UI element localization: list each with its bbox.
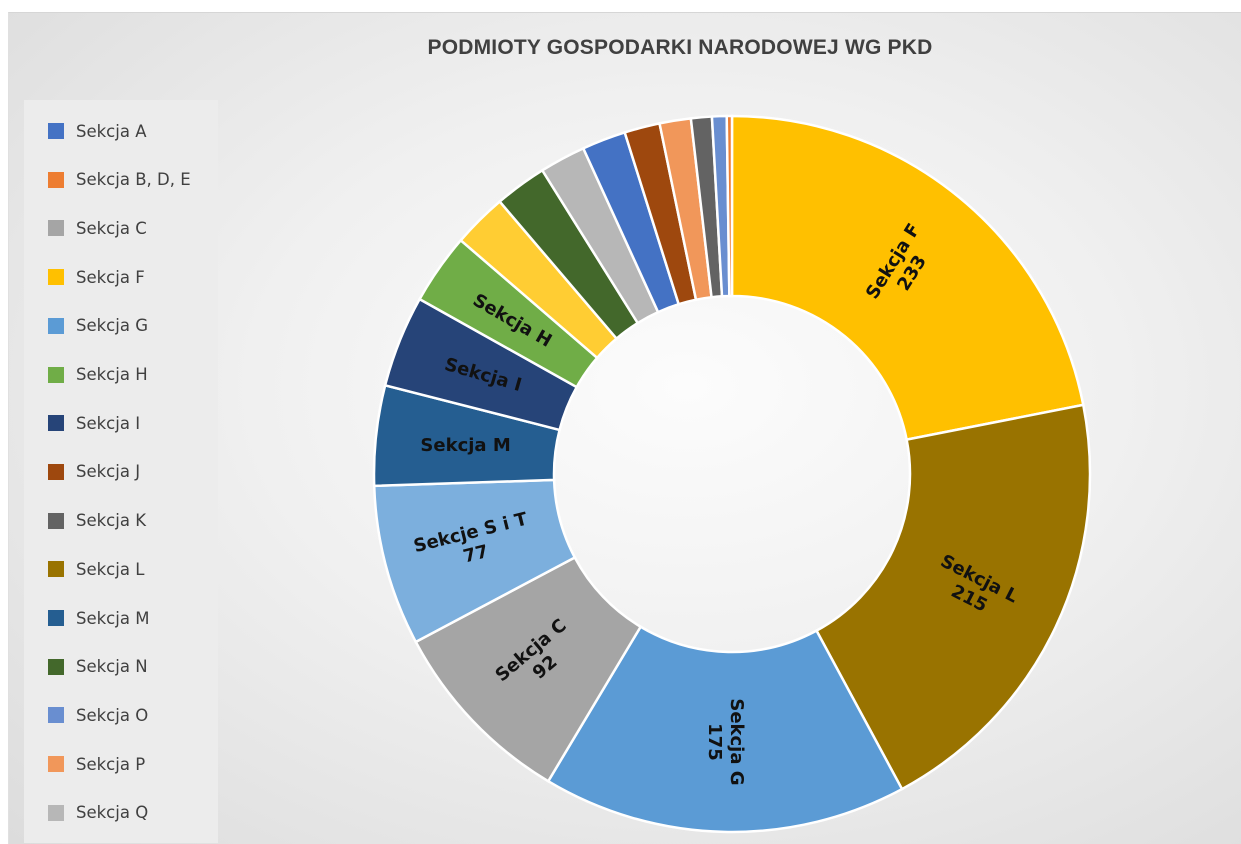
legend-swatch xyxy=(48,756,64,773)
legend-swatch xyxy=(48,123,64,139)
slice xyxy=(814,403,1092,791)
slice-label: Sekcja M xyxy=(420,435,510,456)
legend-item: Sekcja A xyxy=(48,119,146,143)
legend-item: Sekcja G xyxy=(48,314,148,338)
slice xyxy=(725,114,734,298)
slice-label-line: Sekcja G xyxy=(726,698,747,785)
slice-label-line: Sekcja M xyxy=(420,435,510,456)
slice-label-line: 175 xyxy=(704,723,725,761)
legend-swatch xyxy=(48,269,64,286)
legend-label: Sekcja N xyxy=(76,657,148,677)
legend-label: Sekcja A xyxy=(76,121,147,141)
chart-title: PODMIOTY GOSPODARKI NARODOWEJ WG PKD xyxy=(427,36,933,59)
legend-swatch xyxy=(48,463,64,480)
legend-swatch xyxy=(48,707,64,724)
legend-swatch xyxy=(48,658,64,675)
legend-swatch xyxy=(48,512,64,529)
legend-item: Sekcja K xyxy=(48,509,146,533)
legend-swatch xyxy=(48,610,64,626)
legend-label: Sekcja O xyxy=(76,705,149,725)
legend-label: Sekcja K xyxy=(76,511,147,531)
legend-label: Sekcja C xyxy=(76,218,147,238)
legend-item: Sekcja H xyxy=(48,363,148,387)
legend-item: Sekcja J xyxy=(48,460,140,484)
legend-label: Sekcja M xyxy=(76,608,150,628)
legend-item: Sekcja F xyxy=(48,265,145,289)
legend-swatch xyxy=(48,804,64,821)
legend-item: Sekcja L xyxy=(48,557,144,581)
legend-item: Sekcja O xyxy=(48,703,148,727)
legend-swatch xyxy=(48,317,64,334)
legend-swatch xyxy=(48,220,64,237)
legend-label: Sekcja F xyxy=(76,267,145,287)
legend-item: Sekcja P xyxy=(48,752,145,776)
legend-item: Sekcja M xyxy=(48,606,149,630)
legend-item: Sekcja C xyxy=(48,216,147,240)
legend-swatch xyxy=(48,366,64,383)
legend-label: Sekcja G xyxy=(76,316,148,336)
legend-label: Sekcja I xyxy=(76,413,141,433)
legend-swatch xyxy=(48,415,64,432)
legend-swatch xyxy=(48,171,64,188)
legend-item: Sekcja I xyxy=(48,411,140,435)
legend-item: Sekcja N xyxy=(48,655,148,679)
legend-label: Sekcja B, D, E xyxy=(76,170,191,190)
legend-label: Sekcja L xyxy=(76,559,145,579)
legend-label: Sekcja J xyxy=(76,462,141,482)
slice-label: Sekcja G175 xyxy=(704,698,747,785)
legend-label: Sekcja P xyxy=(76,754,146,774)
legend-label: Sekcja H xyxy=(76,365,148,384)
legend-swatch xyxy=(48,561,64,578)
legend-label: Sekcja Q xyxy=(76,803,149,823)
legend-item: Sekcja B, D, E xyxy=(48,168,191,192)
slice xyxy=(546,625,904,834)
slice xyxy=(730,114,1085,442)
legend-item: Sekcja Q xyxy=(48,801,148,825)
legend: Sekcja A Sekcja B, D, E Sekcja C Sekcja F Se… xyxy=(24,100,218,843)
